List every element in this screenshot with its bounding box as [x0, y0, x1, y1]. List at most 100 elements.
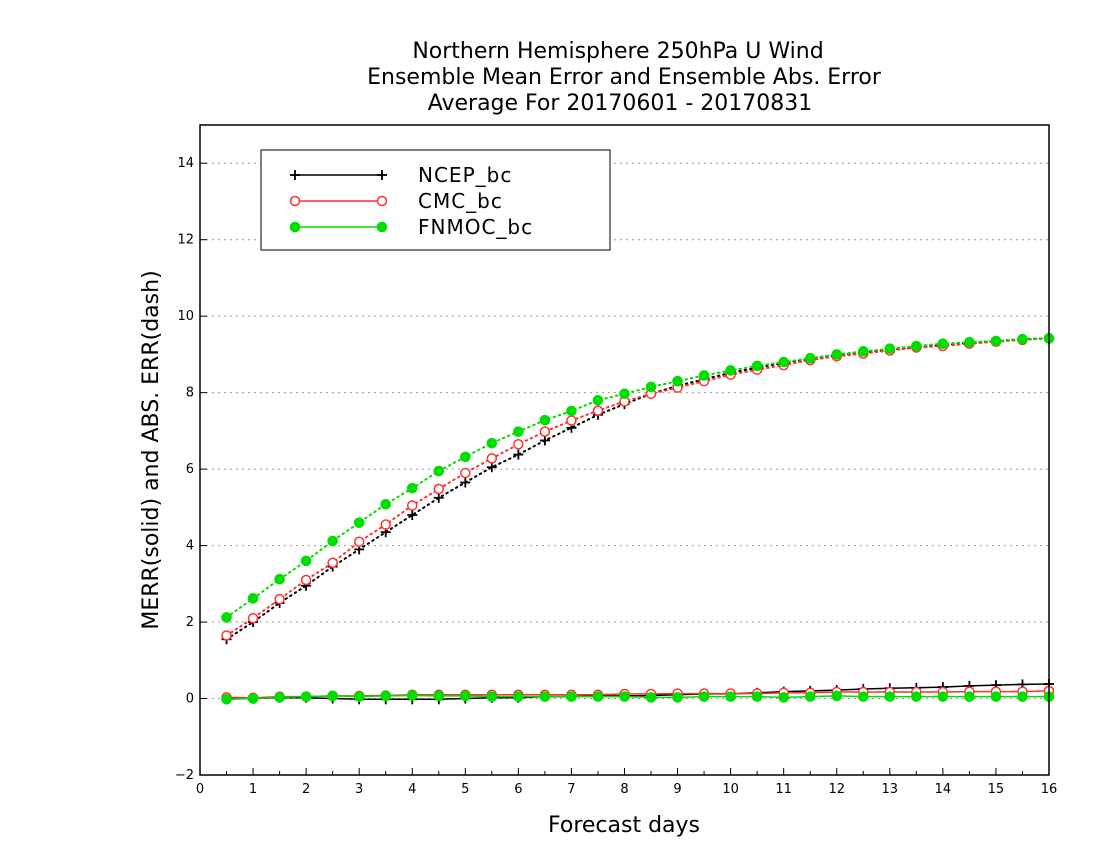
- open-circle-marker: [486, 453, 498, 464]
- filled-circle-marker: [460, 451, 471, 463]
- filled-circle-marker: [406, 690, 418, 701]
- open-circle-marker: [380, 519, 391, 530]
- filled-circle-marker: [964, 691, 975, 702]
- plus-marker: [407, 510, 418, 520]
- open-circle-marker: [433, 483, 445, 495]
- open-circle-marker: [327, 557, 338, 569]
- legend-entry-ncep-bc: NCEP_bc: [290, 163, 512, 187]
- filled-circle-marker: [513, 426, 524, 437]
- x-tick-label: 15: [988, 782, 1005, 797]
- filled-circle-marker: [937, 691, 949, 702]
- legend-entry-fnmoc-bc: FNMOC_bc: [289, 215, 532, 239]
- filled-circle-marker: [725, 691, 736, 702]
- filled-circle-marker: [539, 691, 551, 702]
- filled-circle-marker: [300, 555, 312, 567]
- filled-circle-marker: [300, 691, 312, 702]
- filled-circle-marker: [884, 691, 896, 702]
- open-circle-marker: [300, 574, 312, 586]
- filled-circle-marker: [911, 340, 922, 352]
- x-tick-label: 0: [196, 782, 204, 797]
- open-circle-marker: [460, 467, 471, 479]
- filled-circle-marker: [831, 349, 843, 360]
- filled-circle-marker: [645, 381, 657, 393]
- filled-circle-marker: [857, 691, 869, 702]
- filled-circle-marker: [619, 388, 630, 400]
- cmc-bc-abs-err-line: [225, 337, 1050, 637]
- open-circle-marker: [376, 195, 388, 207]
- x-tick-label: 13: [882, 782, 899, 797]
- filled-circle-marker: [327, 535, 338, 547]
- y-tick-label: −2: [175, 768, 194, 783]
- title-line-3: Average For 20170601 - 20170831: [428, 91, 813, 116]
- open-circle-marker: [592, 405, 604, 416]
- filled-circle-marker: [221, 612, 232, 623]
- filled-circle-marker: [751, 691, 763, 702]
- x-tick-label: 7: [567, 782, 575, 797]
- x-tick-label: 16: [1041, 782, 1058, 797]
- legend-label: NCEP_bc: [418, 163, 512, 187]
- y-tick-label: 14: [177, 156, 194, 171]
- fnmoc-bc-abs-err-line: [225, 337, 1050, 619]
- filled-circle-marker: [884, 343, 896, 354]
- y-tick-label: 4: [186, 539, 194, 554]
- series-fnmoc-bc: [221, 333, 1055, 705]
- filled-circle-marker: [831, 690, 843, 702]
- filled-circle-marker: [274, 692, 285, 703]
- open-circle-marker: [539, 426, 551, 437]
- plus-marker: [377, 170, 387, 180]
- legend-entry-cmc-bc: CMC_bc: [289, 189, 502, 213]
- x-axis-label: Forecast days: [548, 813, 700, 838]
- ncep-bc-abs-err-line: [225, 337, 1050, 641]
- filled-circle-marker: [460, 690, 471, 702]
- filled-circle-marker: [672, 692, 683, 703]
- filled-circle-marker: [380, 690, 392, 702]
- filled-circle-marker: [353, 691, 365, 702]
- filled-circle-marker: [698, 691, 710, 702]
- open-circle-marker: [274, 593, 285, 605]
- series-ncep-bc: [221, 333, 1054, 705]
- series-layer: [221, 333, 1055, 705]
- filled-circle-marker: [990, 335, 1002, 347]
- x-tick-label: 5: [461, 782, 469, 797]
- plus-marker: [460, 477, 471, 488]
- filled-circle-marker: [645, 692, 657, 703]
- filled-circle-marker: [486, 691, 498, 702]
- plus-marker: [290, 170, 300, 180]
- open-circle-marker: [353, 536, 365, 548]
- x-tick-label: 10: [722, 782, 739, 797]
- filled-circle-marker: [327, 690, 338, 702]
- series-cmc-bc: [221, 333, 1055, 704]
- y-tick-label: 10: [177, 309, 194, 324]
- filled-circle-marker: [698, 370, 710, 381]
- x-tick-label: 3: [355, 782, 363, 797]
- filled-circle-marker: [247, 693, 259, 704]
- filled-circle-marker: [221, 693, 232, 705]
- filled-circle-marker: [751, 360, 763, 372]
- title-line-2: Ensemble Mean Error and Ensemble Abs. Er…: [367, 65, 882, 90]
- filled-circle-marker: [778, 356, 789, 368]
- filled-circle-marker: [964, 336, 975, 348]
- filled-circle-marker: [566, 691, 577, 702]
- x-tick-label: 9: [673, 782, 681, 797]
- y-tick-label: 8: [186, 386, 194, 401]
- filled-circle-marker: [433, 690, 445, 702]
- filled-circle-marker: [353, 517, 365, 528]
- filled-circle-marker: [592, 394, 604, 406]
- filled-circle-marker: [911, 691, 922, 702]
- filled-circle-marker: [247, 593, 259, 604]
- filled-circle-marker: [937, 338, 949, 350]
- filled-circle-marker: [619, 691, 630, 702]
- y-tick-label: 2: [186, 615, 194, 630]
- filled-circle-marker: [486, 437, 498, 449]
- x-tick-label: 2: [302, 782, 310, 797]
- filled-circle-marker: [376, 221, 388, 233]
- open-circle-marker: [289, 195, 301, 207]
- filled-circle-marker: [289, 221, 301, 233]
- plus-marker: [513, 449, 524, 460]
- filled-circle-marker: [406, 482, 418, 494]
- filled-circle-marker: [592, 691, 604, 702]
- x-tick-label: 8: [620, 782, 628, 797]
